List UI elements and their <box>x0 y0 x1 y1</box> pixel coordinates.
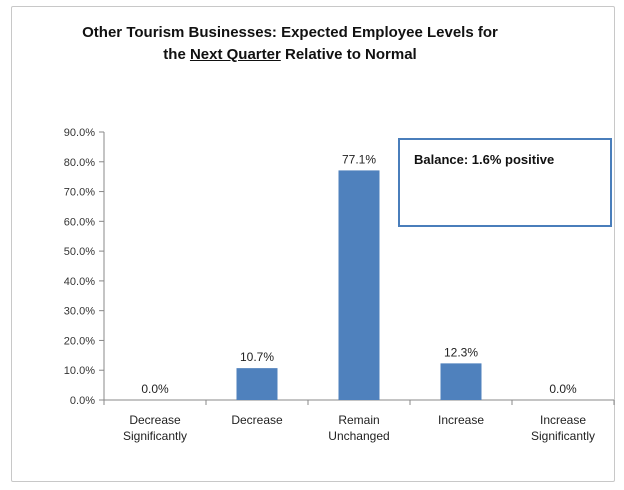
balance-annotation-text: Balance: 1.6% positive <box>414 152 555 167</box>
y-tick-label: 80.0% <box>64 157 95 169</box>
chart-frame <box>11 6 615 482</box>
x-category-label: Increase <box>540 413 586 427</box>
chart-title-underlined: Next Quarter <box>189 46 281 63</box>
y-tick-label: 30.0% <box>64 306 95 318</box>
data-label: 0.0% <box>549 382 577 396</box>
y-tick-label: 70.0% <box>64 187 95 199</box>
x-category-label: Unchanged <box>328 429 389 443</box>
chart-title-line2-pre: the <box>163 46 190 63</box>
chart-title-line1: Other Tourism Businesses: Expected Emplo… <box>82 24 498 41</box>
y-tick-label: 60.0% <box>64 216 95 228</box>
y-tick-label: 0.0% <box>70 395 95 407</box>
x-category-label: Decrease <box>129 413 181 427</box>
y-tick-label: 20.0% <box>64 335 95 347</box>
bar <box>440 363 482 400</box>
chart-title-line2-post: Relative to Normal <box>280 46 417 63</box>
data-label: 0.0% <box>141 382 169 396</box>
y-tick-label: 90.0% <box>64 127 95 139</box>
x-category-label: Remain <box>338 413 379 427</box>
balance-annotation-box: Balance: 1.6% positive <box>398 138 612 227</box>
chart-title-line2: the Next Quarter Relative to Normal <box>20 44 560 66</box>
x-category-label: Increase <box>438 413 484 427</box>
y-tick-label: 50.0% <box>64 246 95 258</box>
data-label: 10.7% <box>240 350 274 364</box>
chart-title: Other Tourism Businesses: Expected Emplo… <box>20 22 560 66</box>
data-label: 12.3% <box>444 345 478 359</box>
bar <box>236 368 278 400</box>
data-label: 77.1% <box>342 152 376 166</box>
y-tick-label: 40.0% <box>64 276 95 288</box>
x-category-label: Significantly <box>531 429 595 443</box>
x-category-label: Decrease <box>231 413 283 427</box>
bar <box>338 170 380 400</box>
y-tick-label: 10.0% <box>64 365 95 377</box>
x-category-label: Significantly <box>123 429 187 443</box>
